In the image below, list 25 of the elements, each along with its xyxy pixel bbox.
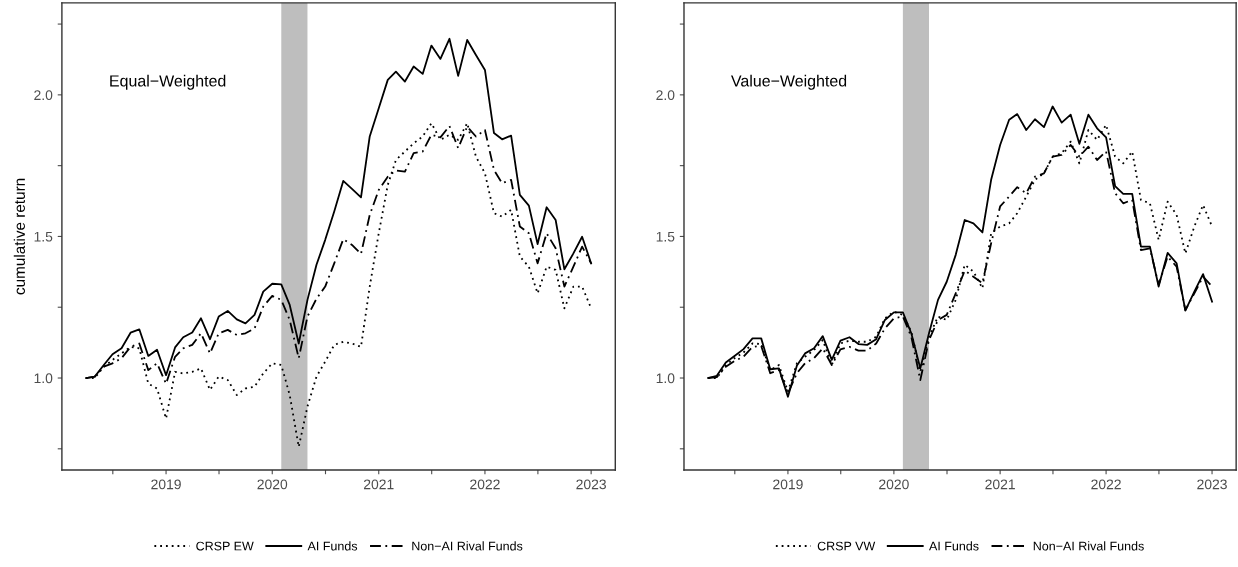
legend-label: CRSP VW xyxy=(817,541,876,551)
x-tick-label: 2019 xyxy=(151,479,181,490)
y-tick-label: 2.0 xyxy=(656,90,675,101)
legend-label: AI Funds xyxy=(307,541,358,551)
x-tick-label: 2019 xyxy=(773,479,803,490)
x-tick-label: 2022 xyxy=(470,479,500,490)
x-tick-label: 2020 xyxy=(257,479,288,490)
y-tick-label: 1.5 xyxy=(656,231,675,242)
legend-label: Non−AI Rival Funds xyxy=(1033,541,1144,551)
x-tick-label: 2023 xyxy=(1197,479,1227,490)
x-tick-label: 2020 xyxy=(879,479,909,490)
x-tick-label: 2021 xyxy=(364,479,394,490)
annotation: Equal−Weighted xyxy=(110,74,226,90)
y-tick-label: 1.5 xyxy=(34,231,53,242)
y-tick-label: 1.0 xyxy=(34,373,53,384)
legend-label: CRSP EW xyxy=(196,541,254,551)
legend-label: AI Funds xyxy=(929,541,979,551)
y-axis-title: cumulative return xyxy=(13,178,25,295)
x-tick-label: 2021 xyxy=(985,479,1015,490)
legend-label: Non−AI Rival Funds xyxy=(412,541,523,551)
y-tick-label: 1.0 xyxy=(656,373,675,384)
x-tick-label: 2022 xyxy=(1091,479,1121,490)
y-tick-label: 2.0 xyxy=(34,90,53,101)
annotation: Value−Weighted xyxy=(731,74,847,90)
x-tick-label: 2023 xyxy=(576,479,606,490)
